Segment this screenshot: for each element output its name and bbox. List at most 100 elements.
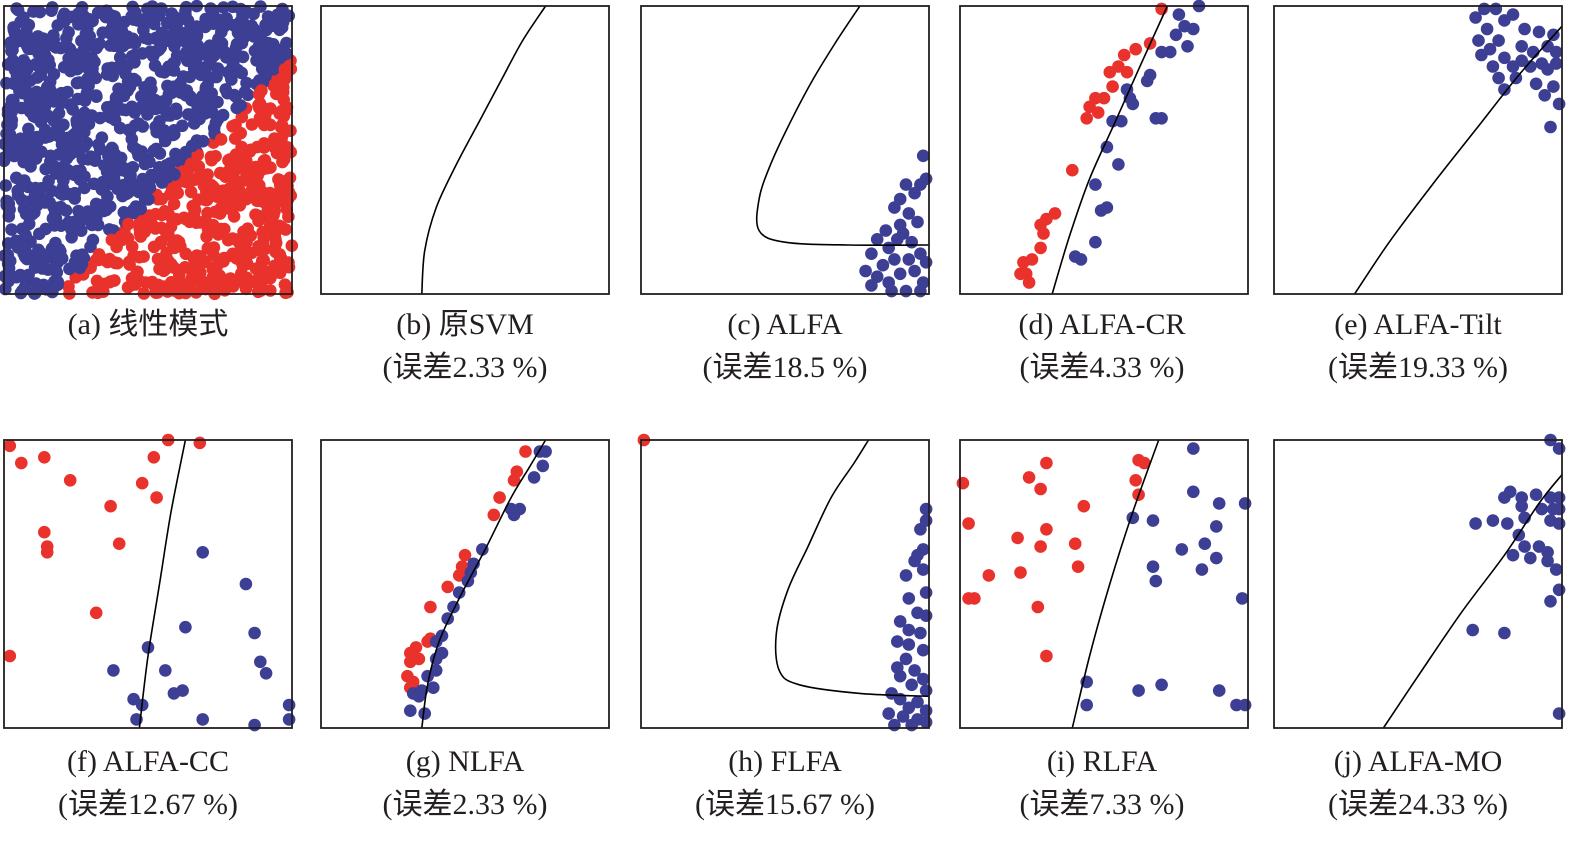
points-d	[1014, 0, 1206, 289]
point-negative	[1106, 114, 1119, 128]
point-negative	[539, 445, 552, 458]
point-negative	[13, 141, 26, 155]
point-negative	[1552, 707, 1566, 720]
plot-i	[956, 439, 1252, 729]
point-positive	[217, 255, 230, 268]
point-positive	[94, 278, 107, 292]
point-negative	[891, 635, 904, 648]
point-negative	[112, 153, 125, 166]
caption-e: (e) ALFA-Tilt (误差19.33 %)	[1258, 303, 1578, 389]
point-positive	[185, 271, 199, 285]
point-negative	[1238, 698, 1252, 712]
point-positive	[493, 491, 506, 504]
point-negative	[196, 713, 209, 726]
point-positive	[245, 246, 258, 260]
point-negative	[893, 267, 907, 281]
point-positive	[1129, 474, 1142, 487]
point-positive	[161, 285, 174, 298]
point-negative	[165, 86, 179, 99]
decision-boundary	[1071, 439, 1160, 729]
point-negative	[1172, 8, 1186, 21]
point-negative	[155, 176, 169, 189]
point-positive	[189, 261, 203, 275]
point-positive	[1017, 255, 1030, 269]
point-negative	[1552, 502, 1566, 516]
point-negative	[54, 41, 68, 55]
plot-c	[640, 5, 933, 298]
point-negative	[39, 222, 52, 236]
point-negative	[153, 161, 166, 174]
point-negative	[1132, 684, 1145, 697]
point-negative	[239, 577, 253, 591]
point-negative	[116, 103, 130, 116]
point-positive	[219, 170, 232, 183]
point-positive	[108, 256, 122, 270]
point-negative	[184, 108, 198, 121]
point-positive	[1103, 65, 1117, 79]
point-negative	[33, 5, 47, 19]
point-negative	[916, 672, 930, 686]
point-positive	[257, 237, 270, 251]
plot-frame	[640, 439, 930, 729]
point-positive	[1011, 531, 1024, 545]
point-negative	[905, 718, 918, 732]
point-negative	[859, 264, 872, 278]
point-negative	[247, 7, 260, 21]
point-negative	[1187, 442, 1200, 455]
point-negative	[207, 17, 220, 30]
point-negative	[245, 19, 258, 32]
point-positive	[279, 70, 293, 84]
point-negative	[46, 212, 60, 225]
point-negative	[1506, 548, 1520, 562]
point-negative	[1498, 14, 1511, 27]
point-positive	[173, 274, 187, 288]
point-positive	[1040, 523, 1053, 536]
point-negative	[70, 114, 83, 127]
point-negative	[865, 279, 878, 292]
point-negative	[1155, 112, 1168, 125]
point-positive	[284, 189, 298, 202]
point-negative	[1532, 25, 1546, 39]
point-negative	[88, 55, 101, 69]
plot-frame	[1273, 5, 1563, 295]
point-positive	[1040, 649, 1053, 663]
point-negative	[1469, 11, 1482, 24]
point-positive	[63, 474, 77, 487]
point-negative	[21, 195, 34, 209]
point-negative	[5, 223, 18, 236]
point-negative	[418, 707, 431, 720]
point-negative	[101, 161, 114, 174]
point-negative	[78, 125, 91, 139]
caption-title: (c) ALFA	[727, 308, 843, 341]
point-negative	[1212, 684, 1226, 697]
point-negative	[1552, 97, 1566, 111]
point-negative	[44, 149, 57, 163]
point-positive	[212, 228, 225, 241]
points-a	[0, 0, 299, 301]
point-negative	[476, 543, 489, 556]
point-negative	[1, 118, 14, 132]
caption-j: (j) ALFA-MO (误差24.33 %)	[1258, 740, 1578, 826]
point-positive	[125, 240, 139, 253]
point-negative	[1524, 60, 1537, 73]
point-negative	[1080, 698, 1093, 712]
point-negative	[0, 282, 12, 296]
point-positive	[251, 169, 264, 182]
point-positive	[112, 537, 126, 550]
point-negative	[865, 247, 878, 260]
point-positive	[129, 278, 142, 291]
point-positive	[14, 456, 28, 470]
point-negative	[43, 129, 57, 143]
point-positive	[147, 451, 161, 464]
point-negative	[143, 155, 156, 169]
point-positive	[1034, 241, 1047, 255]
point-positive	[1037, 227, 1050, 240]
point-negative	[159, 664, 172, 677]
decision-boundary	[138, 439, 187, 729]
caption-i: (i) RLFA (误差7.33 %)	[942, 740, 1262, 826]
point-positive	[237, 225, 250, 239]
point-negative	[1155, 45, 1168, 59]
point-negative	[254, 40, 267, 53]
point-positive	[256, 254, 269, 267]
point-negative	[78, 139, 92, 153]
